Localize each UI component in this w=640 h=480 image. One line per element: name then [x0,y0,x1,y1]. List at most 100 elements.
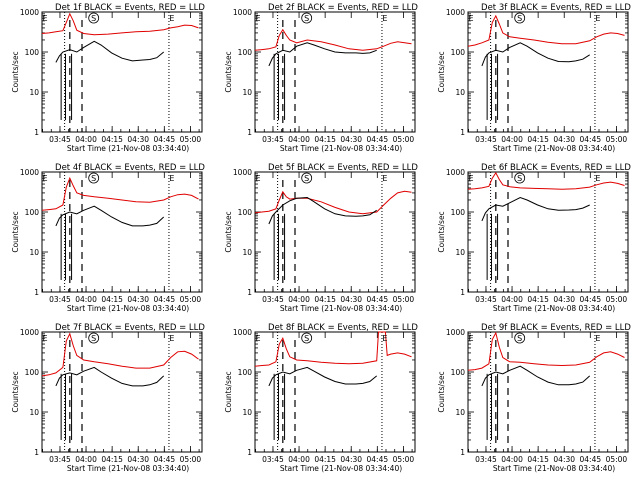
panel-title: Det 6f BLACK = Events, RED = LLD [481,163,631,173]
event-marker-label: E [382,174,387,183]
event-marker-label: E [255,334,260,343]
x-axis-label: Start Time (21-Nov-08 03:34:40) [280,144,402,153]
y-tick-label: 100 [238,368,253,377]
x-tick-label: 05:00 [393,295,415,304]
y-tick-label: 100 [25,48,40,57]
series-line [55,40,165,63]
y-axis-label: Counts/sec [224,51,233,92]
x-tick-label: 03:45 [262,295,284,304]
y-axis-label: Counts/sec [11,51,20,92]
x-tick-label: 04:00 [75,455,97,464]
x-tick-label: 04:15 [101,295,123,304]
series-line [268,196,377,225]
y-tick-label: 1000 [233,328,252,337]
detector-panel: Det 4f BLACK = Events, RED = LLD 1 10 100 10… [11,163,205,313]
panel-title: Det 4f BLACK = Events, RED = LLD [55,163,205,173]
x-tick-label: 04:45 [580,135,602,144]
y-axis-label: Counts/sec [11,371,20,412]
y-tick-label: 100 [238,208,253,217]
y-tick-label: 1 [460,128,465,137]
series-line [254,190,412,215]
x-tick-label: 04:45 [580,455,602,464]
x-tick-label: 04:00 [288,135,310,144]
series-line [481,196,590,222]
x-tick-label: 04:15 [101,455,123,464]
detector-panel: Det 3f BLACK = Events, RED = LLD 1 10 100 10… [437,3,631,153]
panel-title: Det 8f BLACK = Events, RED = LLD [268,323,418,333]
series-line [41,12,199,36]
event-marker-label: E [468,334,473,343]
detector-panel: Det 1f BLACK = Events, RED = LLD 1 10 100 10… [11,3,205,153]
x-tick-label: 03:45 [49,455,71,464]
x-tick-label: 04:30 [127,295,149,304]
panel-title: Det 1f BLACK = Events, RED = LLD [55,3,205,13]
plot-frame [254,11,416,133]
x-tick-label: 03:45 [262,135,284,144]
x-tick-label: 04:15 [314,455,336,464]
x-axis-label: Start Time (21-Nov-08 03:34:40) [280,304,402,313]
x-axis-label: Start Time (21-Nov-08 03:34:40) [280,464,402,473]
start-marker-circle [514,332,526,344]
y-axis-label: Counts/sec [11,211,20,252]
y-tick-label: 1 [460,448,465,457]
start-marker-circle [301,332,313,344]
panel-title: Det 5f BLACK = Events, RED = LLD [268,163,418,173]
x-tick-label: 03:45 [475,455,497,464]
x-tick-label: 03:45 [475,295,497,304]
x-tick-label: 04:30 [553,295,575,304]
event-marker-label: E [255,174,260,183]
event-marker-label: S [304,174,309,183]
y-axis-label: Counts/sec [437,371,446,412]
panel-title: Det 2f BLACK = Events, RED = LLD [268,3,418,13]
x-tick-label: 03:45 [49,295,71,304]
x-tick-label: 05:00 [393,135,415,144]
x-tick-label: 04:45 [154,135,176,144]
x-axis-label: Start Time (21-Nov-08 03:34:40) [67,144,189,153]
series-line [41,332,199,377]
plot-frame [467,11,629,133]
x-tick-label: 05:00 [606,455,628,464]
panel-title: Det 3f BLACK = Events, RED = LLD [481,3,631,13]
x-tick-label: 04:30 [553,455,575,464]
event-marker-label: S [91,14,96,23]
y-tick-label: 100 [451,48,466,57]
x-tick-label: 04:45 [154,455,176,464]
detector-panel: Det 9f BLACK = Events, RED = LLD 1 10 100 10… [437,323,631,473]
event-marker-label: S [304,334,309,343]
x-tick-label: 04:00 [288,295,310,304]
y-tick-label: 10 [455,88,465,97]
panel-title: Det 9f BLACK = Events, RED = LLD [481,323,631,333]
y-axis-label: Counts/sec [224,371,233,412]
x-tick-label: 04:45 [367,135,389,144]
plot-frame [254,171,416,293]
y-tick-label: 10 [29,408,39,417]
x-axis-label: Start Time (21-Nov-08 03:34:40) [493,464,615,473]
y-tick-label: 1000 [20,328,39,337]
series-line [55,366,165,387]
series-line [467,171,625,190]
x-tick-label: 04:30 [340,295,362,304]
y-tick-label: 1 [247,448,252,457]
start-marker-circle [88,332,100,344]
y-tick-label: 1 [247,288,252,297]
event-marker-label: E [382,14,387,23]
x-tick-label: 04:15 [527,455,549,464]
event-marker-label: E [169,14,174,23]
y-tick-label: 10 [455,248,465,257]
y-tick-label: 1000 [446,8,465,17]
series-line [481,42,590,67]
y-tick-label: 100 [451,208,466,217]
x-tick-label: 04:00 [501,295,523,304]
y-tick-label: 10 [455,408,465,417]
series-line [268,366,378,387]
series-line [467,331,625,371]
event-marker-label: S [517,334,522,343]
x-tick-label: 04:00 [75,295,97,304]
y-tick-label: 1000 [446,328,465,337]
x-tick-label: 04:00 [288,455,310,464]
x-tick-label: 04:15 [314,295,336,304]
event-marker-label: E [468,174,473,183]
start-marker-circle [301,172,313,184]
y-axis-label: Counts/sec [224,211,233,252]
y-tick-label: 1 [247,128,252,137]
